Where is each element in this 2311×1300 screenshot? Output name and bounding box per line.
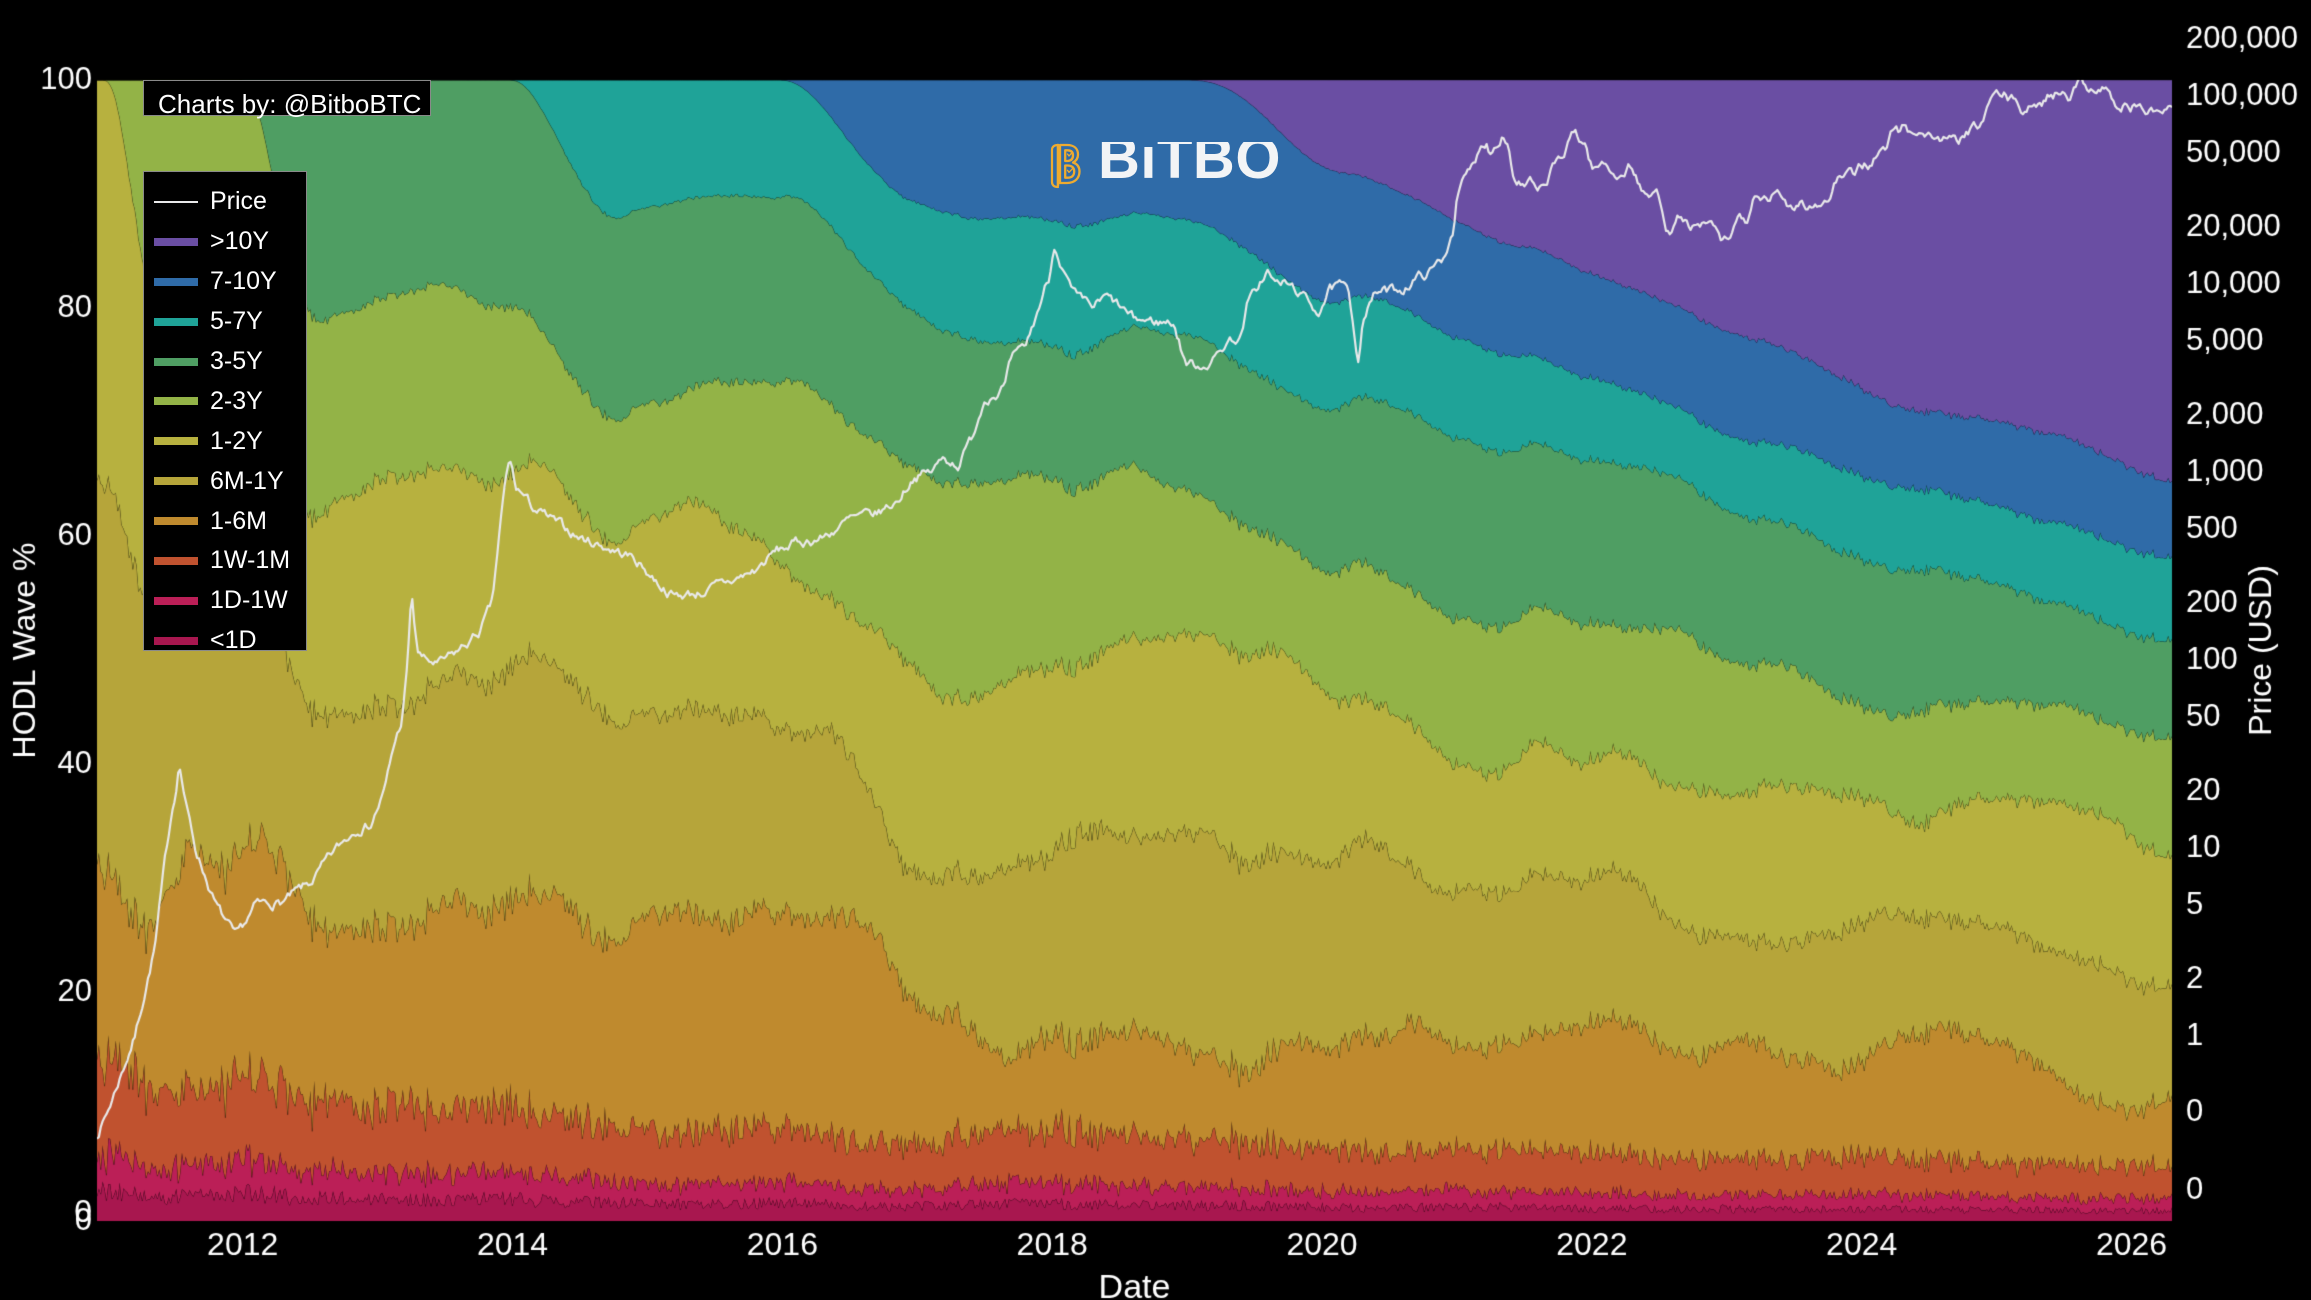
svg-text:BiTBO: BiTBO [1098,142,1281,190]
